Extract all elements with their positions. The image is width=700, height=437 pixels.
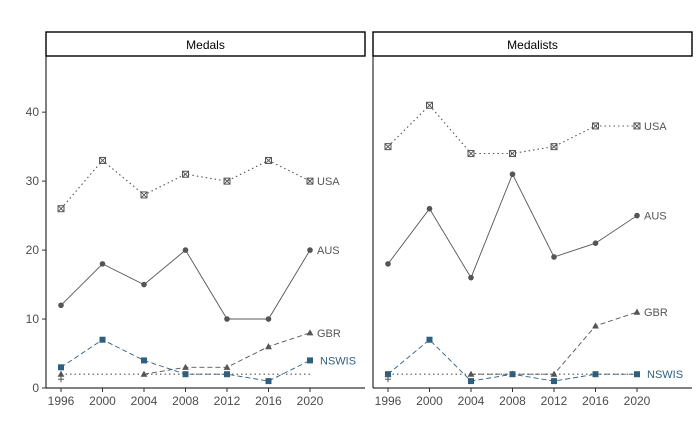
data-point (224, 371, 230, 378)
panel-medalists: Medalists 1996 2000 2004 2008 2012 2016 2020 USA… (372, 31, 693, 408)
series-label-aus: AUS (317, 245, 340, 257)
data-point (265, 343, 272, 350)
data-point (551, 254, 557, 260)
series-label-nswis: NSWIS (320, 355, 356, 367)
x-tick-label: 2012 (541, 394, 568, 408)
x-tick-label: 1996 (375, 394, 402, 408)
data-point (141, 281, 147, 288)
series-baseline (58, 373, 310, 383)
series-label-nswis: NSWIS (647, 369, 683, 381)
strip-title: Medals (186, 38, 225, 52)
data-point (141, 357, 147, 364)
data-point (426, 336, 433, 343)
series-nswis: NSWIS (58, 336, 356, 385)
x-tick-label: 2008 (172, 394, 199, 408)
data-point (58, 302, 64, 309)
data-point (58, 376, 64, 383)
data-point (307, 357, 313, 364)
series-label-usa: USA (644, 121, 667, 133)
series-line (387, 104, 637, 155)
data-point (306, 329, 314, 336)
data-point (509, 150, 516, 158)
data-point (140, 370, 148, 377)
data-point (592, 240, 599, 246)
data-point (426, 205, 433, 212)
data-point (426, 101, 433, 109)
data-point (634, 212, 640, 219)
series-usa: USA (384, 101, 667, 158)
data-point (509, 371, 516, 378)
x-tick-label: 2004 (458, 394, 485, 408)
series-line (471, 311, 638, 375)
data-point (550, 143, 558, 151)
data-point (58, 364, 64, 371)
data-point (99, 261, 106, 267)
data-point (140, 191, 148, 199)
series-gbr: GBR (57, 328, 341, 377)
x-tick-label: 2000 (89, 394, 116, 408)
data-point (467, 370, 475, 377)
x-tick-label: 2020 (297, 394, 324, 408)
series-aus: AUS (58, 245, 340, 322)
data-point (182, 170, 189, 178)
data-point (57, 205, 65, 213)
data-point (468, 274, 474, 281)
data-point (592, 122, 599, 130)
strip-header (45, 31, 366, 57)
data-point (550, 370, 558, 377)
data-point (99, 156, 106, 164)
series-line (387, 173, 638, 279)
data-point (551, 378, 557, 385)
data-point (592, 322, 599, 329)
y-tick-label: 0 (32, 381, 39, 395)
data-point (467, 150, 475, 158)
y-tick-label: 10 (26, 312, 40, 326)
series-usa: USA (57, 156, 340, 213)
data-point (223, 177, 231, 185)
series-baseline (385, 373, 637, 383)
data-point (385, 376, 391, 383)
data-point (99, 336, 106, 343)
x-tick-label: 2012 (214, 394, 241, 408)
x-tick-label: 2016 (255, 394, 282, 408)
series-line (60, 249, 311, 320)
data-point (306, 177, 314, 185)
series-nswis: NSWIS (385, 336, 683, 385)
strip-header (372, 31, 693, 57)
series-label-gbr: GBR (644, 307, 668, 319)
panel-medals: Medals 0 10 20 30 40 1996 2000 2004 2008 2012 2016 2… (26, 31, 366, 408)
y-tick-label: 20 (26, 243, 40, 257)
series-line (60, 159, 311, 210)
data-point (182, 247, 189, 253)
data-point (265, 378, 272, 385)
data-point (509, 171, 516, 178)
data-point (223, 363, 231, 370)
data-point (307, 247, 313, 253)
strip-title: Medalists (507, 38, 558, 52)
x-tick-label: 1996 (48, 394, 75, 408)
series-label-usa: USA (317, 176, 340, 188)
data-point (224, 316, 230, 322)
x-tick-label: 2020 (624, 394, 651, 408)
data-point (468, 378, 474, 385)
data-point (385, 261, 391, 267)
y-tick-label: 30 (26, 174, 40, 188)
data-point (265, 156, 272, 164)
data-point (384, 143, 392, 151)
x-tick-label: 2008 (499, 394, 526, 408)
series-label-aus: AUS (644, 211, 667, 223)
series-aus: AUS (385, 171, 667, 281)
data-point (633, 308, 641, 315)
data-point (265, 316, 272, 322)
x-tick-label: 2004 (131, 394, 158, 408)
x-tick-label: 2016 (582, 394, 609, 408)
data-point (633, 122, 641, 130)
data-point (182, 363, 189, 370)
x-tick-label: 2000 (416, 394, 443, 408)
data-point (182, 371, 189, 378)
series-label-gbr: GBR (317, 328, 341, 340)
y-tick-label: 40 (26, 105, 40, 119)
